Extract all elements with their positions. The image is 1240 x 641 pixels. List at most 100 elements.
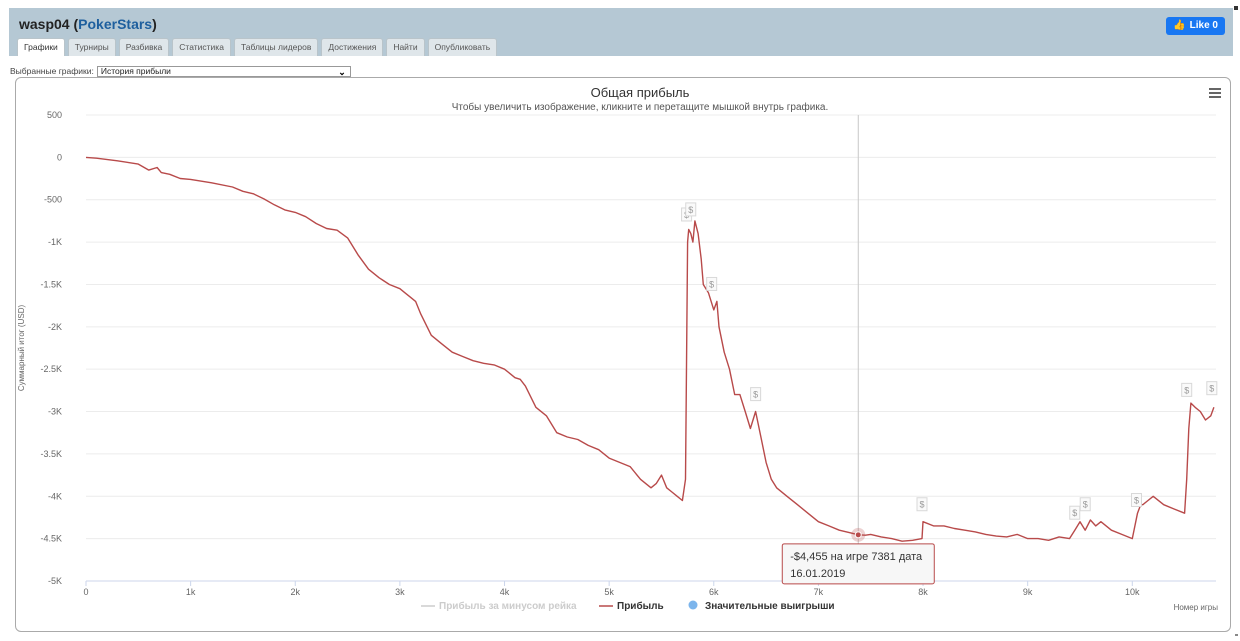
hamburger-menu-icon [1209, 88, 1221, 98]
big-win-flag: $ [1079, 497, 1091, 512]
tooltip-value: -$4,455 на игре 7381 дата [790, 551, 923, 563]
chart-selector-row: Выбранные графики: История прибыли ⌄ [10, 65, 351, 77]
facebook-like-button[interactable]: 👍 Like 0 [1166, 17, 1225, 35]
profit-series-line[interactable] [85, 156, 1215, 542]
y-axis-ticks: 500 0 -500 -1K -1.5K -2K -2.5K -3K -3.5K -4K -4.5K… [40, 110, 62, 586]
x-tick-label: 1k [186, 587, 196, 597]
x-tick-label: 6k [709, 587, 719, 597]
tab-0[interactable]: Графики [17, 38, 65, 56]
y-tick-label: -2.5K [40, 364, 62, 374]
page-title: wasp04 (PokerStars) [19, 16, 157, 32]
dollar-icon: $ [688, 205, 693, 215]
chart-title: Общая прибыль [591, 85, 690, 100]
y-tick-label: -3.5K [40, 449, 62, 459]
tab-4[interactable]: Таблицы лидеров [233, 38, 319, 56]
chart-legend[interactable]: Прибыль за минусом рейка Прибыль Значитель… [421, 600, 835, 612]
dollar-icon: $ [1209, 384, 1214, 394]
legend-label: Прибыль за минусом рейка [439, 600, 577, 612]
legend-item[interactable]: Значительные выигрыши [688, 600, 835, 613]
x-tick-label: 7k [814, 587, 824, 597]
flag-box [1079, 497, 1091, 512]
scrollbar-arrow-up[interactable] [1234, 6, 1238, 10]
y-tick-label: -5K [48, 576, 62, 586]
flag-box [1069, 505, 1081, 520]
profit-chart[interactable]: Общая прибыль Чтобы увеличить изображени… [16, 78, 1230, 631]
big-win-flag: $ [1206, 381, 1218, 396]
tab-2[interactable]: Разбивка [118, 38, 170, 56]
y-tick-label: 0 [57, 152, 62, 162]
tab-1[interactable]: Турниры [67, 38, 116, 56]
x-tick-label: 4k [500, 587, 510, 597]
tab-5[interactable]: Достижения [321, 38, 384, 56]
dollar-icon: $ [919, 500, 924, 510]
chart-select-value: История прибыли [100, 65, 171, 76]
flag-box [685, 202, 697, 217]
chevron-down-icon: ⌄ [338, 66, 346, 77]
scrollbar-arrow-down[interactable] [1235, 634, 1238, 636]
legend-item[interactable]: Прибыль за минусом рейка [421, 600, 577, 612]
y-tick-label: 500 [47, 110, 62, 120]
chart-subtitle: Чтобы увеличить изображение, кликните и … [452, 101, 829, 113]
flag-box [1130, 493, 1142, 508]
x-tick-label: 0 [83, 587, 88, 597]
dollar-icon: $ [1083, 500, 1088, 510]
x-tick-label: 3k [395, 587, 405, 597]
x-tick-label: 9k [1023, 587, 1033, 597]
y-tick-label: -4.5K [40, 534, 62, 544]
x-tick-label: 2k [291, 587, 301, 597]
flag-box [1206, 381, 1218, 396]
big-win-flag: $ [1181, 382, 1193, 397]
big-win-flag: $ [1069, 505, 1081, 520]
dollar-icon: $ [1072, 508, 1077, 518]
chart-tooltip: -$4,455 на игре 7381 дата 16.01.2019 [781, 543, 935, 585]
player-name: wasp04 [19, 16, 70, 32]
flag-box [706, 276, 718, 291]
big-win-flag: $ [706, 276, 718, 291]
y-tick-label: -1.5K [40, 279, 62, 289]
like-label: Like 0 [1189, 20, 1218, 31]
tooltip-box [781, 543, 935, 585]
dollar-icon: $ [709, 279, 714, 289]
dollar-icon: $ [1184, 385, 1189, 395]
thumbs-up-icon: 👍 [1173, 20, 1186, 31]
legend-item[interactable]: Прибыль [599, 600, 664, 612]
context-menu-button[interactable] [1206, 86, 1222, 100]
big-win-flag: $ [916, 497, 928, 512]
legend-label: Значительные выигрыши [705, 601, 835, 612]
x-tick-label: 8k [918, 587, 928, 597]
flag-box [1181, 382, 1193, 397]
y-tick-label: -2K [48, 322, 62, 332]
site-link[interactable]: PokerStars [78, 16, 153, 32]
tab-7[interactable]: Опубликовать [427, 38, 498, 56]
tab-3[interactable]: Статистика [172, 38, 231, 56]
hover-point [851, 527, 866, 542]
tooltip-date: 16.01.2019 [790, 568, 845, 580]
y-tick-label: -4K [48, 491, 62, 501]
big-win-flag: $ [750, 387, 762, 402]
x-tick-label: 10k [1125, 587, 1140, 597]
x-tick-label: 5k [604, 587, 614, 597]
tab-bar: Графики Турниры Разбивка Статистика Таблицы … [17, 38, 500, 56]
big-win-flag: $ [685, 202, 697, 217]
tab-6[interactable]: Найти [386, 38, 425, 56]
x-axis-label: Номер игры [1174, 603, 1219, 612]
flag-box [916, 497, 928, 512]
dollar-icon: $ [753, 390, 758, 400]
flag-box [750, 387, 762, 402]
x-axis-ticks: 0 1k 2k 3k 4k 5k 6k 7k 8k 9k 10k [83, 581, 1140, 597]
y-tick-label: -500 [44, 195, 62, 205]
chart-grid [86, 114, 1216, 582]
chart-selector-label: Выбранные графики: [10, 66, 94, 76]
big-win-markers: $$$$$$$$$$ [681, 202, 1218, 520]
y-tick-label: -3K [48, 407, 62, 417]
y-tick-label: -1K [48, 237, 62, 247]
dollar-icon: $ [1134, 496, 1139, 506]
chart-container[interactable]: Общая прибыль Чтобы увеличить изображени… [15, 77, 1231, 632]
chart-select-dropdown[interactable]: История прибыли ⌄ [96, 65, 351, 77]
legend-label: Прибыль [617, 600, 664, 612]
legend-dot-swatch [688, 600, 698, 610]
hover-dot [854, 531, 862, 539]
big-win-flag: $ [1130, 493, 1142, 508]
y-axis-label: Суммарный итог (USD) [17, 305, 26, 392]
page-header: wasp04 (PokerStars) 👍 Like 0 Графики Турни… [9, 8, 1233, 56]
